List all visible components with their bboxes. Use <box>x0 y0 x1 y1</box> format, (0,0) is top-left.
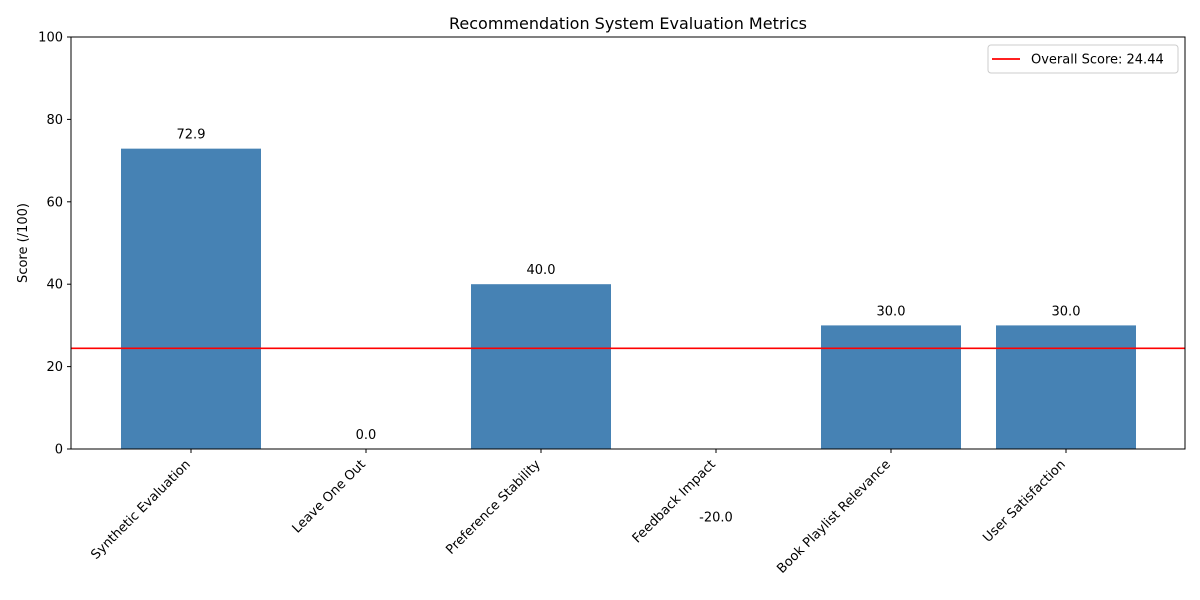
legend: Overall Score: 24.44 <box>987 44 1179 74</box>
legend-box <box>987 44 1179 74</box>
bar <box>996 325 1136 449</box>
y-tick-label: 40 <box>46 278 63 293</box>
y-tick-label: 80 <box>46 113 63 128</box>
plot-frame <box>70 36 1186 450</box>
x-tick-label: Leave One Out <box>290 457 369 536</box>
y-tick-label: 100 <box>38 31 63 46</box>
y-axis-label: Score (/100) <box>16 203 31 283</box>
bar <box>821 325 961 449</box>
data-label: -20.0 <box>699 510 733 525</box>
x-tick-label: Preference Stability <box>443 457 544 558</box>
chart-title: Recommendation System Evaluation Metrics <box>449 14 807 33</box>
y-tick-label: 60 <box>46 195 63 210</box>
data-label: 40.0 <box>527 263 556 278</box>
data-label: 72.9 <box>177 128 206 143</box>
data-label: 0.0 <box>356 428 377 443</box>
data-label: 30.0 <box>877 304 906 319</box>
y-tick-label: 20 <box>46 360 63 375</box>
data-label: 30.0 <box>1052 304 1081 319</box>
x-tick-label: User Satisfaction <box>980 457 1068 545</box>
legend-label: Overall Score: 24.44 <box>1031 53 1164 68</box>
x-tick-label: Feedback Impact <box>630 457 719 546</box>
x-tick-label: Book Playlist Relevance <box>774 457 893 576</box>
x-tick-label: Synthetic Evaluation <box>88 457 193 562</box>
plot-area: 0 20 40 60 80 100 Synthetic Evaluation Leave On… <box>38 31 1186 577</box>
bar <box>121 148 261 450</box>
y-tick-label: 0 <box>55 443 63 458</box>
bar <box>471 284 611 449</box>
